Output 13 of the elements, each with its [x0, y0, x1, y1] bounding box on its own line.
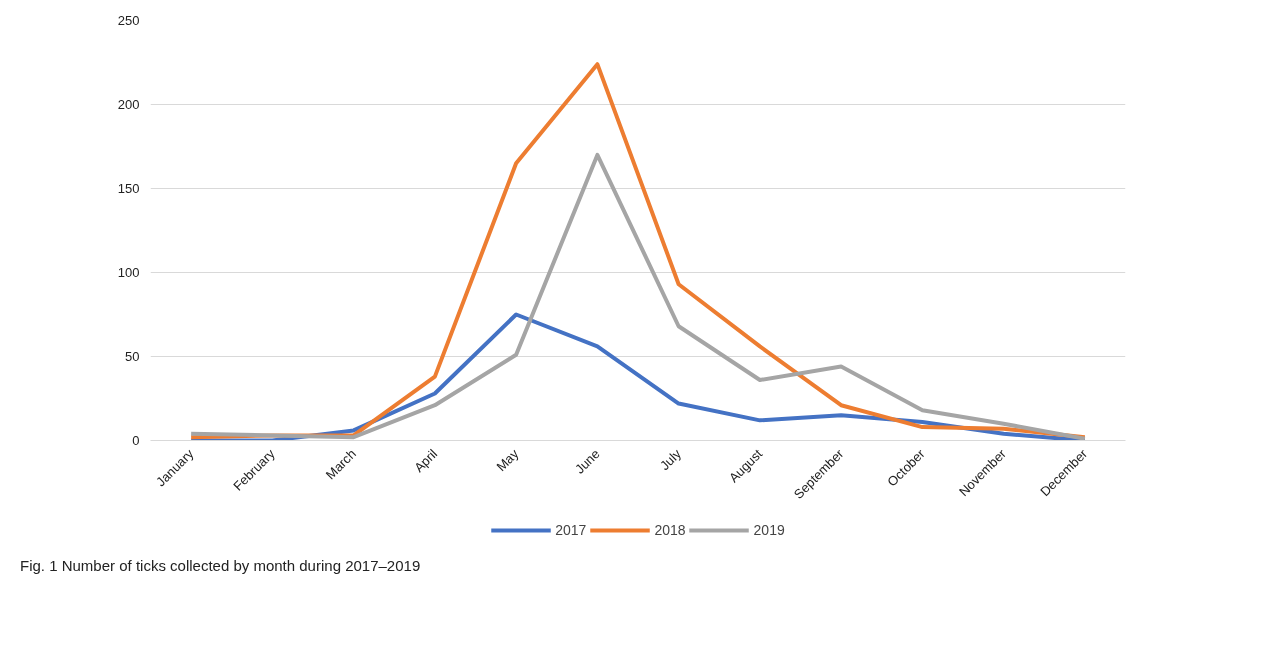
legend-label: 2019 — [753, 522, 785, 538]
y-tick-label: 150 — [117, 181, 140, 196]
y-tick-label: 200 — [117, 97, 140, 112]
x-tick-label: May — [493, 445, 522, 475]
x-tick-label: July — [656, 445, 685, 474]
y-tick-label: 100 — [117, 265, 140, 280]
y-tick-label: 0 — [132, 433, 140, 448]
y-tick-label: 50 — [125, 349, 140, 364]
legend-label: 2017 — [555, 522, 587, 538]
caption: Fig. 1 Number of ticks collected by month during 2017–2019 — [20, 556, 421, 576]
line-series — [189, 152, 1087, 441]
y-tick-label: 250 — [117, 13, 140, 28]
legend-label: 2018 — [654, 522, 686, 538]
